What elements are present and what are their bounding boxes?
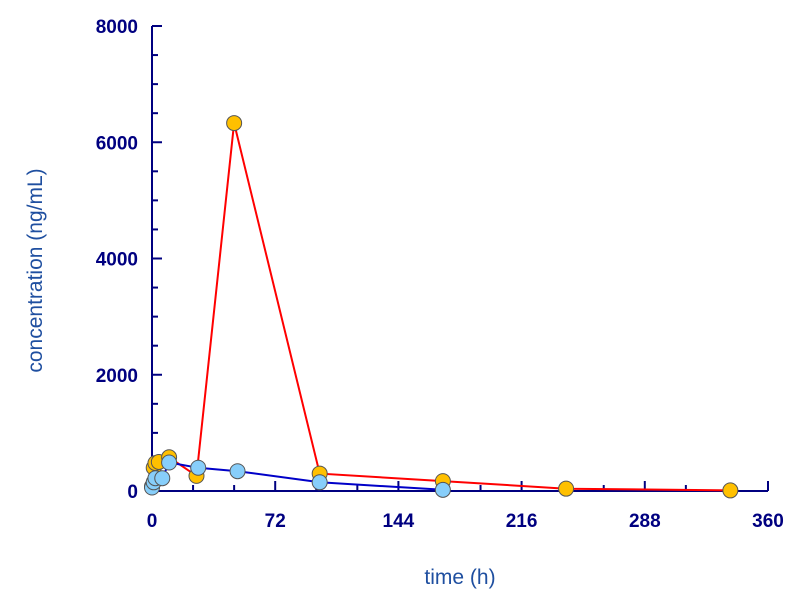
y-tick-label: 4000: [96, 250, 138, 271]
series-2: [144, 454, 451, 498]
x-tick-label: 144: [383, 511, 415, 532]
x-axis-title: time (h): [424, 566, 495, 589]
data-point: [154, 470, 171, 487]
x-tick-label: 288: [629, 511, 661, 532]
y-tick-label: 8000: [96, 17, 138, 38]
series-1: [144, 115, 739, 499]
y-axis-title: concentration (ng/mL): [24, 168, 47, 372]
data-point: [229, 463, 246, 480]
y-tick-label: 0: [127, 482, 138, 503]
data-point: [434, 481, 451, 498]
data-point: [161, 454, 178, 471]
series-group: [144, 115, 739, 499]
series-line: [151, 122, 731, 492]
x-tick-label: 0: [147, 511, 158, 532]
data-point: [226, 115, 243, 132]
data-point: [558, 480, 575, 497]
x-tick-label: 216: [506, 511, 538, 532]
y-tick-label: 2000: [96, 366, 138, 387]
y-ticks: 0 2000 4000 6000 8000: [96, 17, 162, 503]
y-tick-label: 6000: [96, 133, 138, 154]
data-point: [722, 482, 739, 499]
data-point: [311, 474, 328, 491]
data-point: [190, 459, 207, 476]
axes: [151, 26, 768, 492]
x-tick-label: 360: [752, 511, 784, 532]
x-ticks: 0 72 144 216 288 360: [147, 481, 784, 532]
x-tick-label: 72: [265, 511, 286, 532]
